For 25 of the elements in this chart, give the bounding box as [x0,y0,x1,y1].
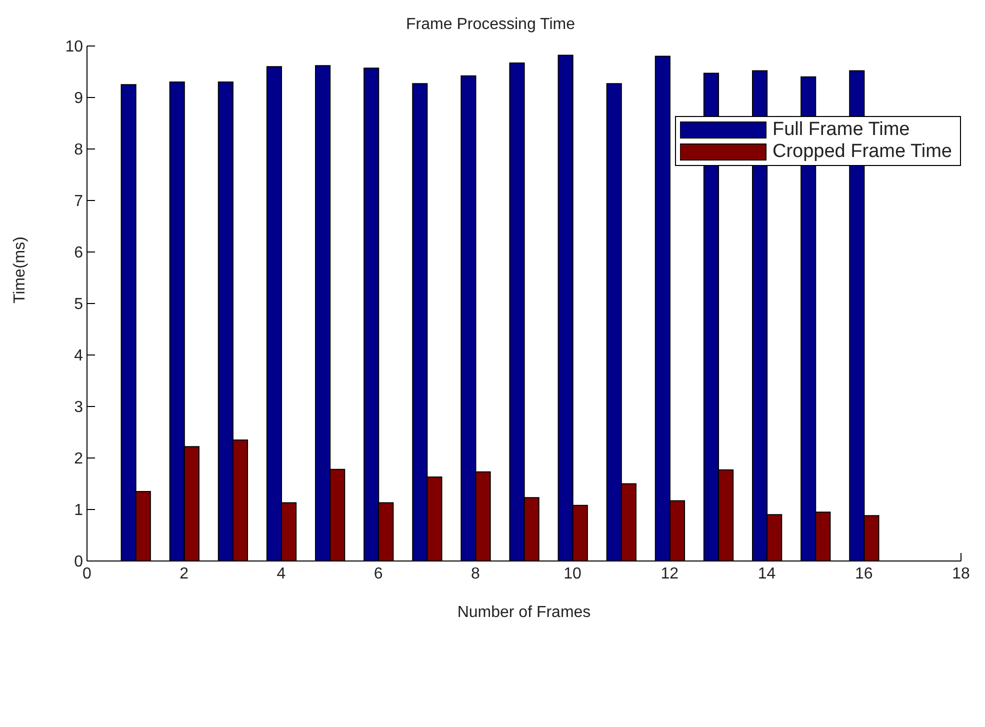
y-tick-label: 8 [74,142,84,159]
x-tick-label: 14 [758,565,776,582]
x-tick-label: 2 [180,565,189,582]
x-tick-label: 18 [952,565,970,582]
x-axis-title: Number of Frames [457,604,591,621]
x-tick-label: 10 [564,565,582,582]
x-tick-label: 12 [660,565,679,582]
legend-label: Cropped Frame Time [772,141,952,163]
y-tick-label: 6 [74,244,84,262]
y-tick-label: 3 [74,399,84,416]
y-axis-title: Time(ms) [12,236,29,304]
y-tick-label: 2 [74,450,84,468]
y-tick-label: 0 [74,554,84,571]
y-tick-label: 1 [74,502,84,520]
y-tick-label: 9 [74,90,84,108]
x-tick-label: 16 [854,565,873,582]
chart-title: Frame Processing Time [405,16,576,34]
x-tick-label: 8 [470,565,480,582]
y-tick-label: 10 [65,38,84,56]
y-tick-label: 5 [74,296,84,314]
x-tick-label: 6 [374,565,383,582]
y-tick-label: 7 [74,193,84,210]
y-tick-label: 4 [74,348,84,365]
legend-label: Full Frame Time [772,119,910,141]
x-tick-label: 4 [276,565,286,582]
